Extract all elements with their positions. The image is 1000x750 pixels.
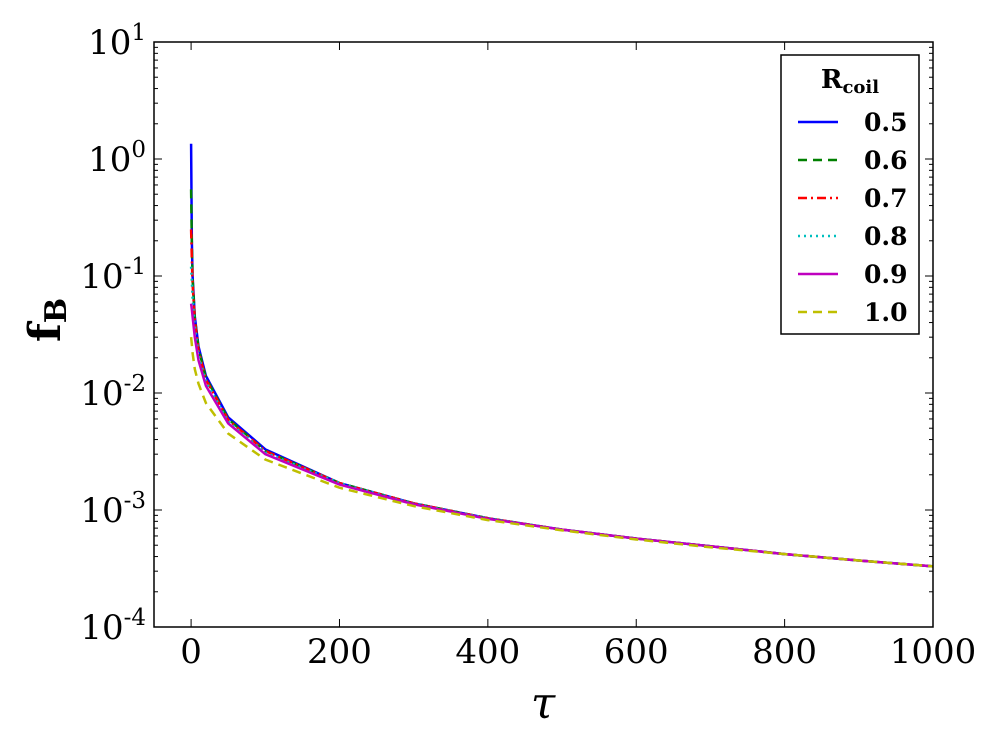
legend-label-0-9: 0.9: [864, 260, 908, 289]
legend-label-0-5: 0.5: [864, 108, 908, 137]
y-tick-label: 101: [88, 20, 146, 63]
x-tick-label: 600: [604, 632, 669, 672]
legend-label-0-7: 0.7: [864, 184, 908, 213]
x-tick-label: 200: [307, 632, 372, 672]
legend-label-0-8: 0.8: [864, 222, 908, 251]
legend-title-main: R: [821, 65, 843, 95]
series-line-1-0: [189, 337, 934, 568]
legend-label-1-0: 1.0: [864, 298, 908, 327]
y-tick-label: 100: [88, 137, 146, 180]
x-tick-label: 0: [180, 632, 202, 672]
series-layer: [189, 143, 934, 568]
x-axis-label: τ: [531, 678, 556, 729]
y-axis-label-sub: B: [39, 298, 74, 323]
legend-label-0-6: 0.6: [864, 146, 908, 175]
y-tick-label: 10-2: [80, 371, 146, 414]
y-axis-ticks: 101 100 10-1 10-2 10-3 10-4: [80, 20, 933, 648]
plot-frame-border: [153, 41, 934, 628]
legend-title-sub: coil: [842, 77, 879, 98]
svg-text:fB: fB: [20, 298, 74, 342]
x-tick-label: 800: [752, 632, 817, 672]
y-tick-label: 10-1: [80, 254, 146, 297]
legend-title: Rcoil: [821, 65, 879, 98]
x-tick-label: 400: [455, 632, 520, 672]
x-tick-label: 1000: [890, 632, 977, 672]
y-axis-label-main: f: [20, 320, 71, 342]
legend: Rcoil 0.5 0.6 0.7 0.8 0.9 1.0: [780, 54, 920, 335]
y-axis-label: fB: [20, 298, 74, 342]
legend-entries: 0.5 0.6 0.7 0.8 0.9 1.0: [798, 108, 908, 327]
y-tick-label: 10-4: [80, 605, 146, 648]
x-axis-ticks: 0 200 400 600 800 1000: [180, 42, 976, 672]
y-tick-label: 10-3: [80, 488, 146, 531]
legend-box: [780, 54, 920, 335]
